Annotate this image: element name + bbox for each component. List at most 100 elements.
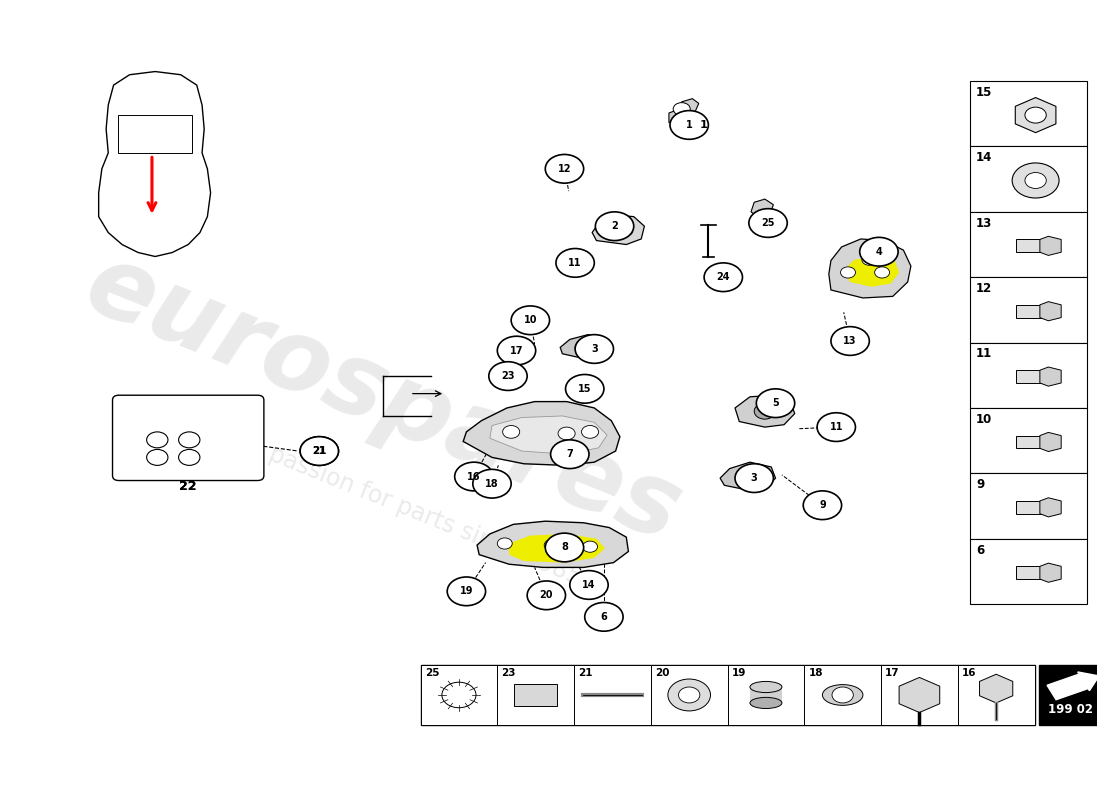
FancyBboxPatch shape bbox=[112, 395, 264, 481]
Circle shape bbox=[442, 682, 476, 708]
Circle shape bbox=[704, 263, 742, 291]
Circle shape bbox=[755, 403, 775, 419]
Text: 6: 6 bbox=[601, 612, 607, 622]
Bar bbox=[969, 81, 1087, 146]
Circle shape bbox=[178, 450, 200, 466]
Bar bbox=[515, 684, 557, 706]
Polygon shape bbox=[1016, 435, 1048, 448]
Circle shape bbox=[544, 539, 559, 550]
Circle shape bbox=[620, 226, 632, 236]
Text: 9: 9 bbox=[820, 500, 826, 510]
Text: 11: 11 bbox=[569, 258, 582, 268]
Circle shape bbox=[488, 362, 527, 390]
Polygon shape bbox=[1040, 432, 1062, 451]
Circle shape bbox=[178, 432, 200, 448]
Polygon shape bbox=[490, 416, 607, 454]
Text: 11: 11 bbox=[976, 347, 992, 360]
Circle shape bbox=[860, 238, 898, 266]
Circle shape bbox=[582, 426, 598, 438]
Circle shape bbox=[738, 469, 759, 485]
Circle shape bbox=[874, 267, 890, 278]
Text: 199 02: 199 02 bbox=[1048, 702, 1093, 716]
Text: 16: 16 bbox=[962, 668, 977, 678]
Bar bbox=[497, 665, 574, 726]
Circle shape bbox=[817, 413, 856, 442]
Circle shape bbox=[448, 577, 485, 606]
Bar bbox=[969, 212, 1087, 278]
Polygon shape bbox=[1040, 498, 1062, 517]
Polygon shape bbox=[735, 395, 794, 427]
Polygon shape bbox=[592, 215, 645, 245]
Bar bbox=[118, 114, 192, 153]
Circle shape bbox=[668, 679, 711, 711]
Text: 13: 13 bbox=[844, 336, 857, 346]
Circle shape bbox=[757, 389, 794, 418]
Text: 13: 13 bbox=[976, 217, 992, 230]
Circle shape bbox=[146, 432, 168, 448]
Bar bbox=[750, 686, 782, 703]
Text: 3: 3 bbox=[751, 473, 758, 483]
Circle shape bbox=[454, 462, 493, 491]
Circle shape bbox=[840, 267, 856, 278]
Text: 14: 14 bbox=[582, 580, 596, 590]
Ellipse shape bbox=[750, 698, 782, 709]
Circle shape bbox=[570, 570, 608, 599]
Text: 16: 16 bbox=[468, 471, 481, 482]
Bar bbox=[969, 474, 1087, 538]
Ellipse shape bbox=[750, 682, 782, 693]
Text: 19: 19 bbox=[460, 586, 473, 596]
Circle shape bbox=[473, 470, 512, 498]
Circle shape bbox=[565, 374, 604, 403]
Circle shape bbox=[146, 450, 168, 466]
Polygon shape bbox=[509, 534, 605, 562]
Text: 9: 9 bbox=[976, 478, 984, 491]
Text: 11: 11 bbox=[829, 422, 843, 432]
Text: 5: 5 bbox=[772, 398, 779, 408]
Text: 10: 10 bbox=[976, 413, 992, 426]
Bar bbox=[804, 665, 881, 726]
Bar bbox=[651, 665, 727, 726]
Polygon shape bbox=[99, 71, 210, 257]
Text: 14: 14 bbox=[976, 151, 992, 164]
Polygon shape bbox=[1016, 501, 1048, 514]
Bar bbox=[881, 665, 958, 726]
Circle shape bbox=[583, 541, 597, 552]
Polygon shape bbox=[844, 257, 899, 286]
Circle shape bbox=[575, 334, 614, 363]
Text: a passion for parts since 1985: a passion for parts since 1985 bbox=[245, 434, 585, 590]
Bar bbox=[1038, 665, 1100, 726]
Circle shape bbox=[1025, 173, 1046, 189]
Polygon shape bbox=[979, 674, 1013, 703]
Bar bbox=[727, 665, 804, 726]
Polygon shape bbox=[751, 199, 773, 218]
Polygon shape bbox=[1040, 563, 1062, 582]
Text: 21: 21 bbox=[312, 446, 327, 456]
Circle shape bbox=[300, 437, 339, 466]
Text: 7: 7 bbox=[566, 450, 573, 459]
Bar bbox=[969, 538, 1087, 604]
Text: 1: 1 bbox=[700, 120, 707, 130]
Circle shape bbox=[595, 212, 634, 241]
Circle shape bbox=[497, 538, 513, 549]
Polygon shape bbox=[1015, 98, 1056, 133]
Bar bbox=[574, 665, 651, 726]
Text: 1: 1 bbox=[685, 120, 693, 130]
Text: 22: 22 bbox=[179, 480, 197, 493]
Polygon shape bbox=[899, 678, 939, 713]
Circle shape bbox=[546, 154, 584, 183]
Circle shape bbox=[497, 336, 536, 365]
Text: 17: 17 bbox=[509, 346, 524, 355]
Circle shape bbox=[575, 339, 596, 355]
Text: eurospares: eurospares bbox=[72, 237, 695, 563]
Polygon shape bbox=[1040, 302, 1062, 321]
Circle shape bbox=[830, 326, 869, 355]
Polygon shape bbox=[1040, 367, 1062, 386]
Text: 4: 4 bbox=[876, 246, 882, 257]
Text: 10: 10 bbox=[524, 315, 537, 326]
Text: 23: 23 bbox=[502, 371, 515, 381]
Text: 18: 18 bbox=[808, 668, 823, 678]
Text: 12: 12 bbox=[558, 164, 571, 174]
Text: 17: 17 bbox=[886, 668, 900, 678]
Circle shape bbox=[503, 426, 519, 438]
Text: 21: 21 bbox=[579, 668, 593, 678]
